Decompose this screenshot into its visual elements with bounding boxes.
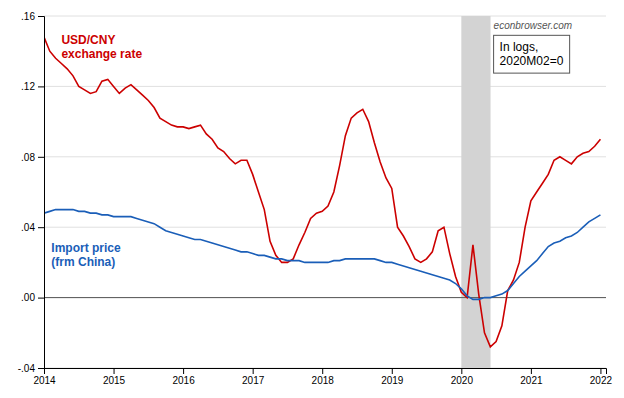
annotation-box: In logs,2020M02=0 — [494, 35, 570, 73]
annotation-line: econbrowser.com — [494, 20, 573, 31]
x-tick: 2017 — [242, 368, 265, 386]
y-tick-mark — [38, 227, 44, 228]
y-tick-label: .16 — [21, 11, 35, 22]
y-tick-mark — [38, 157, 44, 158]
series-label: USD/CNYexchange rate — [61, 33, 142, 61]
x-tick-mark — [392, 368, 393, 374]
marks — [44, 16, 606, 368]
x-tick-label: 2020 — [451, 375, 474, 386]
shaded-band — [461, 16, 490, 368]
x-tick-label: 2018 — [312, 375, 335, 386]
y-tick-label: .04 — [21, 222, 35, 233]
x-tick-mark — [253, 368, 254, 374]
series-label: Import price(frm China) — [51, 241, 121, 269]
y-axis-line — [38, 17, 45, 369]
x-axis: 2014 2015 2016 2017 2018 2019 2020 2021 2022 — [33, 368, 612, 386]
x-tick-mark — [114, 368, 115, 374]
x-tick-label: 2014 — [33, 375, 56, 386]
x-tick: 2020 — [451, 368, 474, 386]
y-tick-label: -.04 — [18, 363, 36, 374]
x-axis-line — [45, 369, 607, 375]
zero-line — [44, 297, 606, 298]
x-tick-label: 2021 — [520, 375, 543, 386]
series-label-line: (frm China) — [51, 255, 115, 269]
series-label-line: exchange rate — [61, 47, 142, 61]
x-tick: 2018 — [312, 368, 335, 386]
y-tick-label: .08 — [21, 152, 35, 163]
annotation: econbrowser.com — [494, 20, 573, 31]
y-tick-mark — [38, 298, 44, 299]
x-tick: 2021 — [520, 368, 543, 386]
y-tick-label: .00 — [21, 292, 35, 303]
grid-line — [44, 227, 606, 228]
x-tick: 2015 — [103, 368, 126, 386]
grid-line — [44, 156, 606, 157]
series-line — [44, 37, 600, 347]
x-tick-mark — [531, 368, 532, 374]
x-tick-label: 2022 — [590, 375, 613, 386]
chart-svg: 2014 2015 2016 2017 2018 2019 2020 2021 2022 -.04… — [0, 0, 624, 398]
x-tick: 2014 — [33, 368, 56, 386]
grid-line — [44, 297, 606, 298]
annotation-line: In logs, — [500, 40, 539, 54]
plot-area: 2014 2015 2016 2017 2018 2019 2020 2021 2022 -.04… — [18, 11, 613, 386]
y-tick-label: .12 — [21, 81, 35, 92]
y-tick-mark — [38, 86, 44, 87]
x-tick-label: 2015 — [103, 375, 126, 386]
y-tick: -.04 — [18, 363, 44, 374]
annotation-line: 2020M02=0 — [500, 54, 564, 68]
grid-line — [44, 16, 606, 17]
x-tick: 2022 — [590, 368, 613, 386]
series-label-line: Import price — [51, 241, 121, 255]
x-tick-mark — [461, 368, 462, 374]
y-tick-mark — [38, 16, 44, 17]
chart-container: 2014 2015 2016 2017 2018 2019 2020 2021 2022 -.04… — [0, 0, 624, 398]
annotations: econbrowser.com In logs,2020M02=0 — [494, 20, 573, 74]
x-tick-mark — [600, 368, 601, 374]
x-tick-mark — [183, 368, 184, 374]
x-tick-label: 2016 — [172, 375, 195, 386]
x-tick: 2019 — [381, 368, 404, 386]
series-line — [44, 210, 600, 300]
x-tick-label: 2019 — [381, 375, 404, 386]
y-tick: .12 — [21, 81, 44, 92]
series-labels: USD/CNYexchange rate Import price(frm Chi… — [51, 33, 142, 268]
x-tick-label: 2017 — [242, 375, 265, 386]
y-tick: .08 — [21, 152, 44, 163]
y-tick-mark — [38, 368, 44, 369]
grid — [44, 16, 606, 368]
y-axis: -.04 .00 .04 .08 .12 .16 — [18, 11, 45, 374]
y-tick: .16 — [21, 11, 44, 22]
x-tick: 2016 — [172, 368, 195, 386]
series-label-line: USD/CNY — [61, 33, 115, 47]
annotation-frame — [494, 35, 570, 73]
x-tick-mark — [322, 368, 323, 374]
y-tick: .04 — [21, 222, 44, 233]
y-tick: .00 — [21, 292, 44, 303]
annotation: In logs,2020M02=0 — [500, 40, 564, 68]
